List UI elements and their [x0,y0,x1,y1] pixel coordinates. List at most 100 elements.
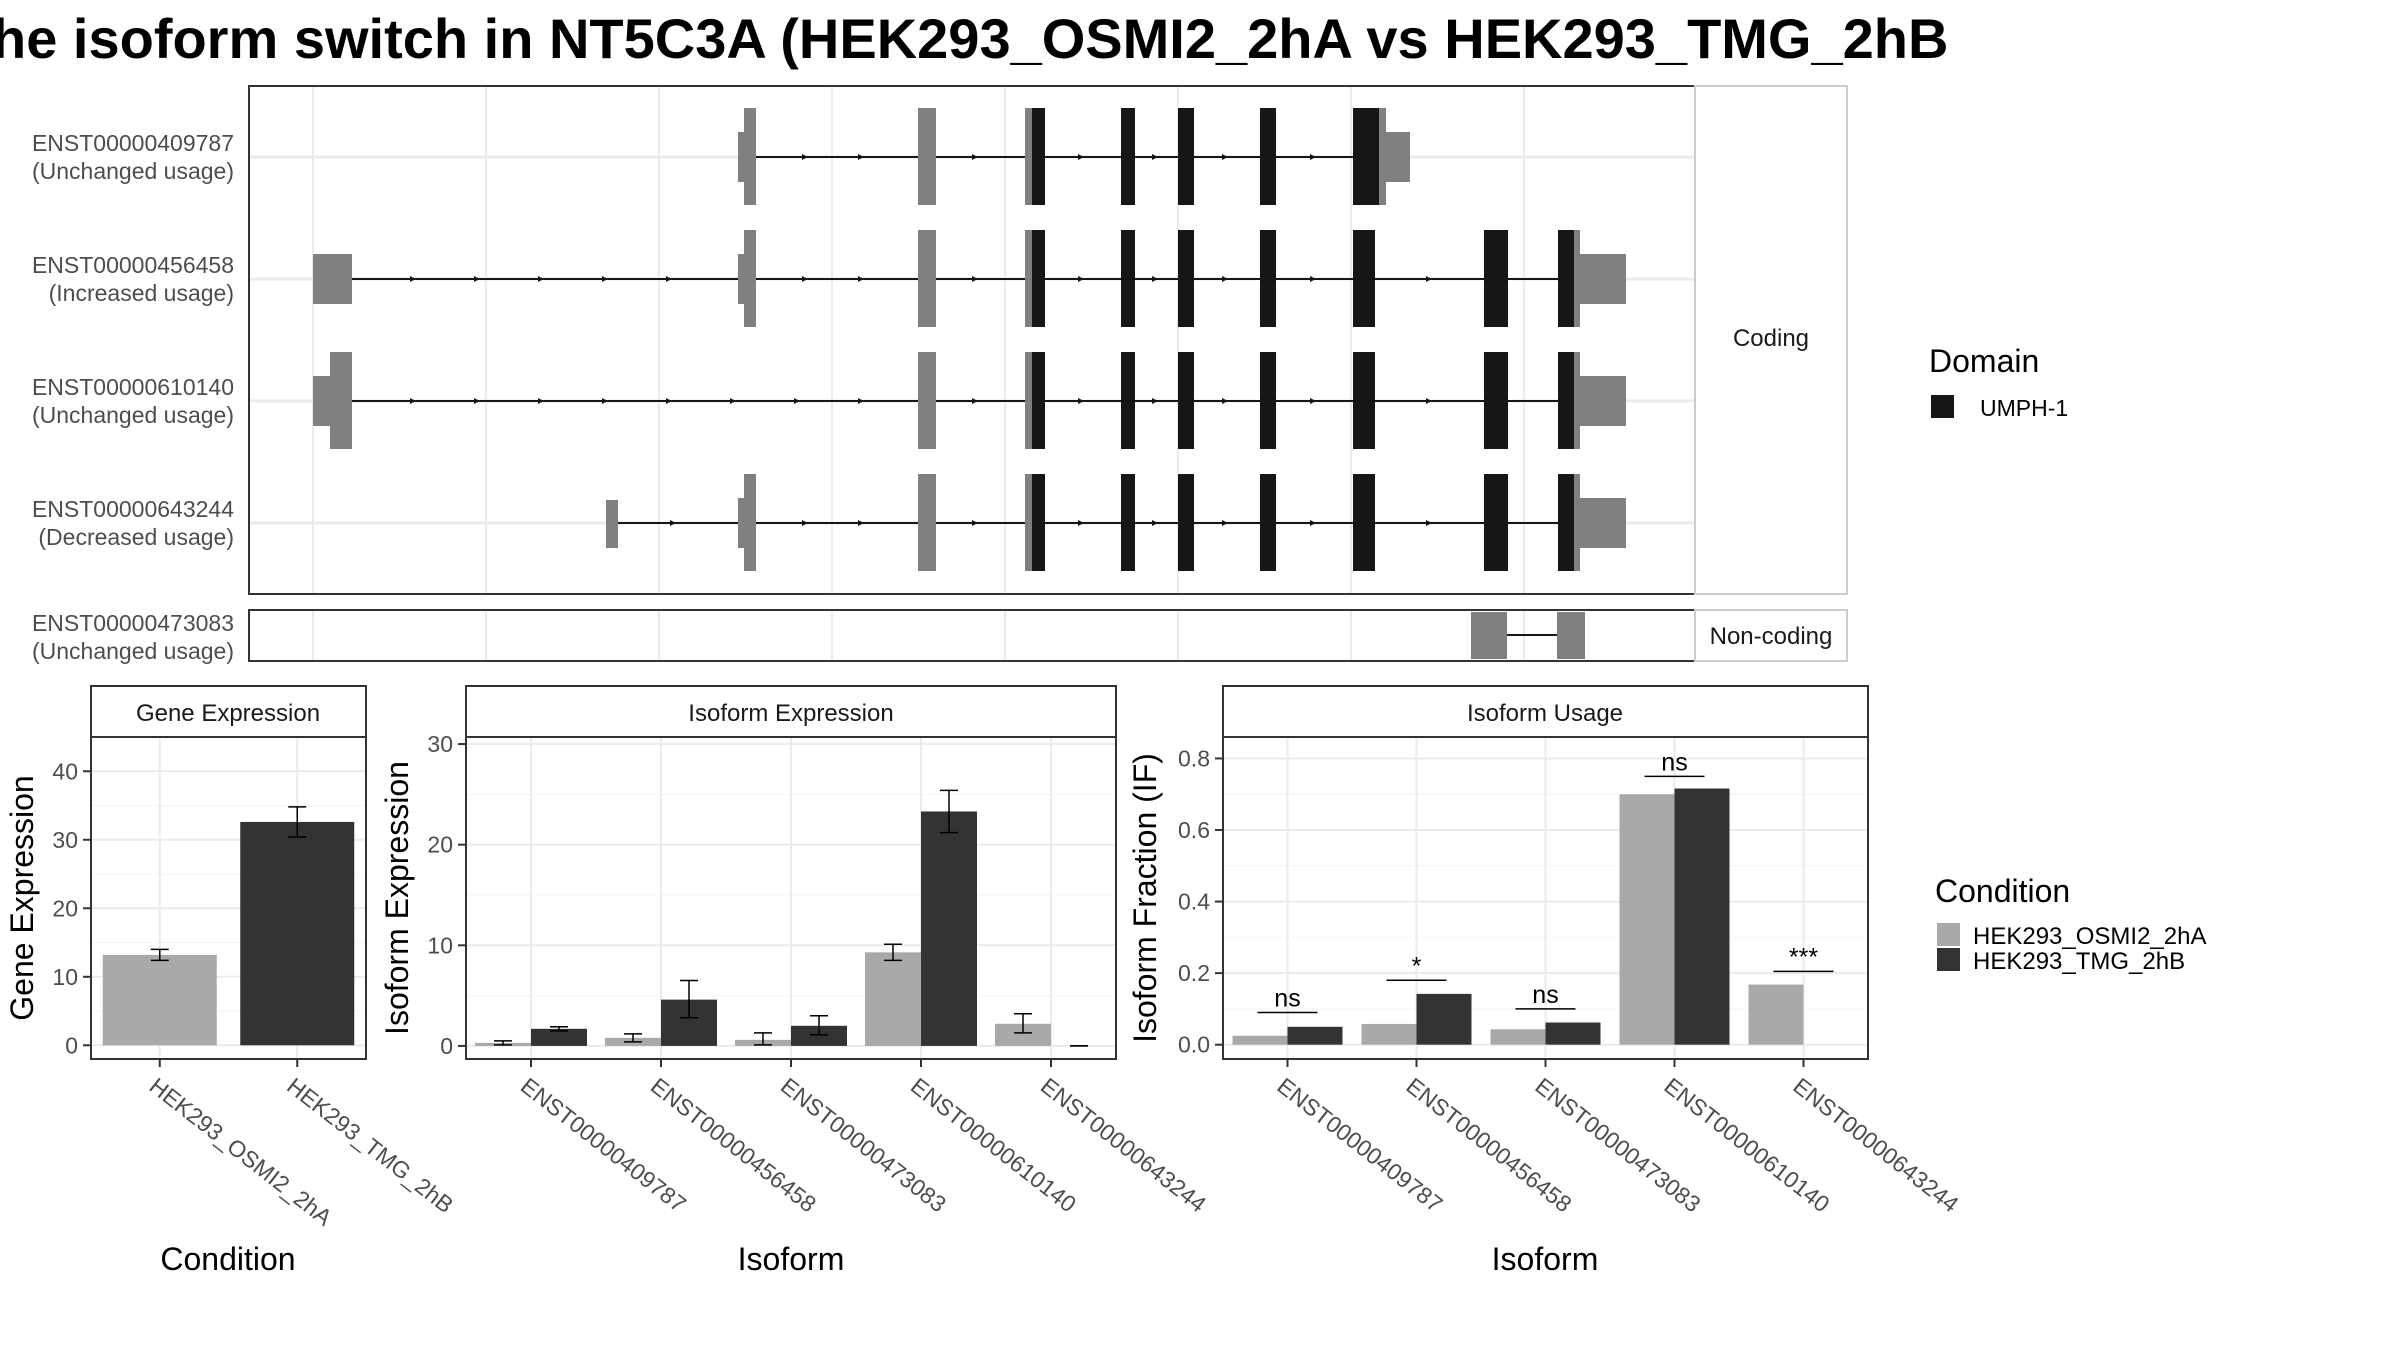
bar [995,1023,1051,1046]
y-tick-label: 10 [52,964,78,990]
exon [744,108,756,205]
domain-exon [1032,108,1045,205]
exon [744,474,756,571]
domain-legend-title: Domain [1929,343,2039,379]
domain-exon [1558,474,1574,571]
isoform-expression-axes: 0102030ENST00000409787ENST00000456458ENS… [427,731,1211,1217]
condition-legend-label-a: HEK293_OSMI2_2hA [1973,923,2206,950]
y-tick-label: 20 [52,895,78,921]
domain-exon [1178,230,1194,327]
y-tick-label: 0 [65,1032,78,1058]
bar [240,821,355,1046]
transcript-labels: ENST00000409787 (Unchanged usage) ENST00… [32,130,234,664]
exon [1471,612,1507,659]
exon [1386,132,1410,182]
domain-exon [1178,352,1194,449]
domain-exon [1121,108,1135,205]
transcript-track-3 [313,352,1626,449]
exon [744,230,756,327]
domain-legend-label: UMPH-1 [1980,395,2068,421]
panel-title-gene-expression: Gene Expression [136,700,320,727]
plot-border [90,736,367,1060]
exon [313,254,352,304]
exon [1025,352,1033,449]
bar [1361,1023,1417,1045]
domain-exon [1121,352,1135,449]
isoform-usage-bars: ns * ns ns *** [1232,748,1834,1045]
condition-legend-swatch-a [1937,923,1960,946]
transcript-track-4 [606,474,1626,571]
intron-arrows [410,276,1432,282]
significance-label: *** [1789,943,1818,971]
transcript-track-2 [313,230,1626,327]
condition-legend-title: Condition [1935,873,2070,909]
y-tick-label: 20 [427,832,453,858]
exon [1580,254,1626,304]
exon [918,230,936,327]
y-axis-title-isoform-usage: Isoform Fraction (IF) [1127,753,1163,1043]
bar [1545,1022,1601,1045]
isoform-usage-panel: Isoform Usage ns * ns ns *** 0.0 0.2 0.4 0.6 0.8… [1127,685,1964,1277]
domain-exon [1484,352,1508,449]
exon [918,108,936,205]
exon [1557,612,1585,659]
domain-exon [1558,352,1574,449]
y-tick-label: 0.0 [1178,1032,1210,1058]
exon [1574,474,1580,571]
bar [1232,1035,1288,1045]
domain-exon [1032,474,1045,571]
y-tick-label: 0.4 [1178,889,1210,915]
y-tick-label: 30 [427,731,453,757]
exon [1580,498,1626,548]
y-tick-label: 40 [52,758,78,784]
exon [1580,376,1626,426]
y-tick-label: 10 [427,932,453,958]
y-axis-title-gene-expression: Gene Expression [4,775,40,1020]
domain-exon [1558,230,1574,327]
domain-exon [1121,230,1135,327]
transcript-id-label: ENST00000409787 [32,130,234,156]
transcript-id-label: ENST00000610140 [32,374,234,400]
condition-legend: Condition HEK293_OSMI2_2hA HEK293_TMG_2h… [1935,873,2206,975]
x-axis-title-isoform-usage: Isoform [1492,1241,1599,1277]
facet-strip-coding [1694,85,1848,595]
domain-exon [1260,230,1276,327]
bar [1287,1026,1343,1045]
transcript-id-label: ENST00000473083 [32,610,234,636]
bar [865,952,921,1046]
exon [330,352,352,449]
transcript-id-label: ENST00000456458 [32,252,234,278]
exon [738,132,745,182]
significance-label: * [1412,952,1422,980]
domain-exon [1121,474,1135,571]
exon [738,254,745,304]
structure-coding-panel: Coding [248,85,1848,595]
facet-strip-isoform-expression [465,685,1117,738]
exon [606,500,618,548]
transcript-status-label: (Unchanged usage) [32,638,234,664]
exon [918,474,936,571]
exon [1025,230,1033,327]
domain-exon [1353,108,1379,205]
isoform-usage-axes: 0.00.20.40.60.8ENST00000409787ENST000004… [1178,745,1964,1217]
y-axis-title-isoform-expression: Isoform Expression [379,761,415,1035]
y-tick-label: 0.6 [1178,817,1210,843]
bar [102,954,217,1046]
structure-noncoding-panel: Non-coding [248,609,1848,662]
bar [921,811,977,1046]
gene-expression-bars [102,806,355,1046]
domain-exon [1260,352,1276,449]
exon [313,376,331,426]
bar [1619,794,1675,1045]
facet-strip-noncoding [1694,609,1848,662]
domain-legend: Domain UMPH-1 [1929,343,2068,421]
figure-title: he isoform switch in NT5C3A (HEK293_OSMI… [0,7,1948,70]
x-axis-title-gene-expression: Condition [160,1241,295,1277]
transcript-id-label: ENST00000643244 [32,496,234,522]
exon [1379,108,1386,205]
exon [738,498,745,548]
transcript-status-label: (Increased usage) [49,280,234,306]
condition-legend-swatch-b [1937,948,1960,971]
y-tick-label: 0.2 [1178,960,1210,986]
